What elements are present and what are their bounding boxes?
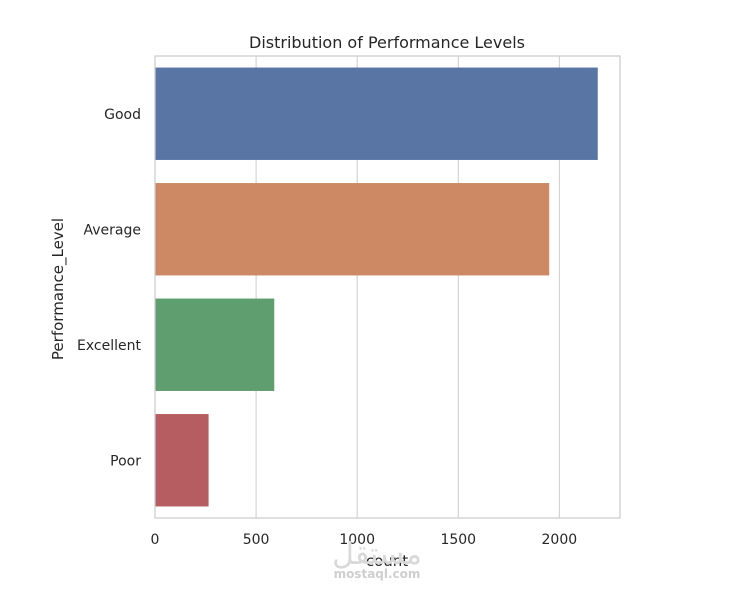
bar-excellent [155, 298, 275, 391]
y-tick-label: Poor [110, 453, 141, 469]
x-tick-label: 1500 [440, 532, 476, 548]
x-tick-label: 0 [151, 532, 160, 548]
bars [155, 67, 598, 507]
bar-poor [155, 414, 209, 507]
bar-good [155, 67, 598, 160]
bar-average [155, 183, 550, 276]
plot-frame [154, 55, 621, 519]
y-tick-label: Good [104, 107, 141, 123]
axis-ticks: 0 500 1000 1500 2000 Good Average Excellent Poor [77, 107, 577, 548]
y-axis-label: Performance_Level [49, 218, 68, 360]
x-tick-label: 2000 [542, 532, 578, 548]
watermark: مستقل mostaql.com [322, 537, 432, 581]
watermark-text: mostaql.com [333, 567, 421, 581]
watermark-logo: مستقل [332, 537, 422, 572]
x-tick-label: 500 [243, 532, 270, 548]
x-tick-label: 1000 [339, 532, 375, 548]
y-tick-label: Average [84, 222, 142, 238]
chart-title: Distribution of Performance Levels [249, 33, 525, 52]
x-axis-label: count [366, 552, 408, 570]
y-tick-label: Excellent [77, 338, 141, 354]
